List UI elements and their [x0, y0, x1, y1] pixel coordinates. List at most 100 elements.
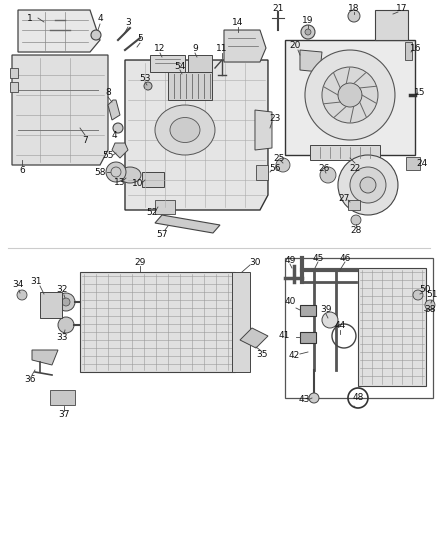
Ellipse shape: [170, 117, 200, 142]
Bar: [155, 200, 175, 214]
Text: 35: 35: [256, 351, 268, 359]
Polygon shape: [300, 305, 316, 316]
Polygon shape: [224, 30, 266, 62]
Polygon shape: [40, 292, 62, 318]
Text: 8: 8: [105, 87, 111, 96]
Polygon shape: [406, 157, 420, 170]
Polygon shape: [405, 42, 412, 60]
Ellipse shape: [155, 105, 215, 155]
Polygon shape: [155, 215, 220, 233]
Circle shape: [348, 10, 360, 22]
Text: 30: 30: [249, 257, 261, 266]
Text: 14: 14: [232, 18, 244, 27]
Polygon shape: [12, 55, 108, 165]
Polygon shape: [168, 72, 212, 100]
Polygon shape: [375, 10, 408, 40]
Text: 19: 19: [302, 15, 314, 25]
Text: 10: 10: [132, 179, 144, 188]
Polygon shape: [188, 55, 212, 72]
Bar: [10, 68, 18, 78]
Polygon shape: [150, 55, 185, 72]
Circle shape: [305, 50, 395, 140]
Text: 41: 41: [278, 332, 290, 341]
Bar: [232, 272, 250, 372]
Text: 33: 33: [56, 334, 68, 343]
Text: 31: 31: [30, 278, 42, 287]
Text: 49: 49: [284, 255, 296, 264]
Text: 4: 4: [97, 13, 103, 22]
Bar: [10, 82, 18, 92]
Text: 27: 27: [338, 193, 350, 203]
Text: 38: 38: [424, 305, 436, 314]
Text: 32: 32: [57, 286, 68, 295]
Text: 48: 48: [352, 393, 364, 402]
Text: 24: 24: [417, 158, 427, 167]
Circle shape: [351, 215, 361, 225]
Text: 18: 18: [348, 4, 360, 12]
Polygon shape: [285, 40, 415, 155]
Circle shape: [301, 25, 315, 39]
Text: 13: 13: [114, 177, 126, 187]
Text: 4: 4: [111, 131, 117, 140]
Text: 25: 25: [273, 154, 285, 163]
Circle shape: [350, 167, 386, 203]
Text: 11: 11: [216, 44, 228, 53]
Circle shape: [305, 29, 311, 35]
Circle shape: [276, 158, 290, 172]
Circle shape: [413, 290, 423, 300]
Polygon shape: [240, 328, 268, 348]
Circle shape: [91, 30, 101, 40]
Bar: [285, 258, 433, 398]
Polygon shape: [32, 350, 58, 365]
Text: 28: 28: [350, 225, 362, 235]
Polygon shape: [300, 332, 316, 343]
Text: 56: 56: [269, 164, 281, 173]
Text: 6: 6: [19, 166, 25, 174]
Text: 46: 46: [339, 254, 351, 262]
Text: 5: 5: [137, 34, 143, 43]
Polygon shape: [348, 200, 360, 210]
Circle shape: [58, 317, 74, 333]
Text: 22: 22: [350, 164, 360, 173]
Circle shape: [360, 177, 376, 193]
Polygon shape: [112, 143, 128, 158]
Circle shape: [425, 300, 435, 310]
Circle shape: [17, 290, 27, 300]
Circle shape: [144, 82, 152, 90]
Text: 40: 40: [284, 297, 296, 306]
Circle shape: [309, 393, 319, 403]
Ellipse shape: [119, 167, 141, 183]
Polygon shape: [18, 10, 100, 52]
Text: 57: 57: [156, 230, 168, 238]
Text: 42: 42: [288, 351, 300, 360]
Circle shape: [338, 155, 398, 215]
Polygon shape: [310, 145, 380, 160]
Polygon shape: [255, 110, 272, 150]
Text: 55: 55: [102, 150, 114, 159]
Bar: [358, 268, 426, 386]
Text: 58: 58: [94, 167, 106, 176]
Bar: [142, 172, 164, 187]
Text: 16: 16: [410, 44, 422, 53]
Text: 29: 29: [134, 257, 146, 266]
Text: 7: 7: [82, 135, 88, 144]
Circle shape: [322, 312, 338, 328]
Circle shape: [113, 123, 123, 133]
Polygon shape: [300, 50, 322, 72]
Text: 17: 17: [396, 4, 408, 12]
Text: 3: 3: [125, 18, 131, 27]
Text: 44: 44: [334, 321, 346, 330]
Bar: [80, 272, 235, 372]
Text: 51: 51: [426, 290, 438, 300]
Text: 9: 9: [192, 44, 198, 53]
Text: 1: 1: [27, 13, 33, 22]
Text: 26: 26: [318, 164, 330, 173]
Text: 37: 37: [58, 410, 70, 419]
Text: 21: 21: [272, 4, 284, 12]
Text: 34: 34: [12, 280, 24, 289]
Text: 23: 23: [269, 114, 281, 123]
Circle shape: [57, 293, 75, 311]
Polygon shape: [50, 390, 75, 405]
Text: 54: 54: [174, 61, 186, 70]
Text: 36: 36: [24, 375, 36, 384]
